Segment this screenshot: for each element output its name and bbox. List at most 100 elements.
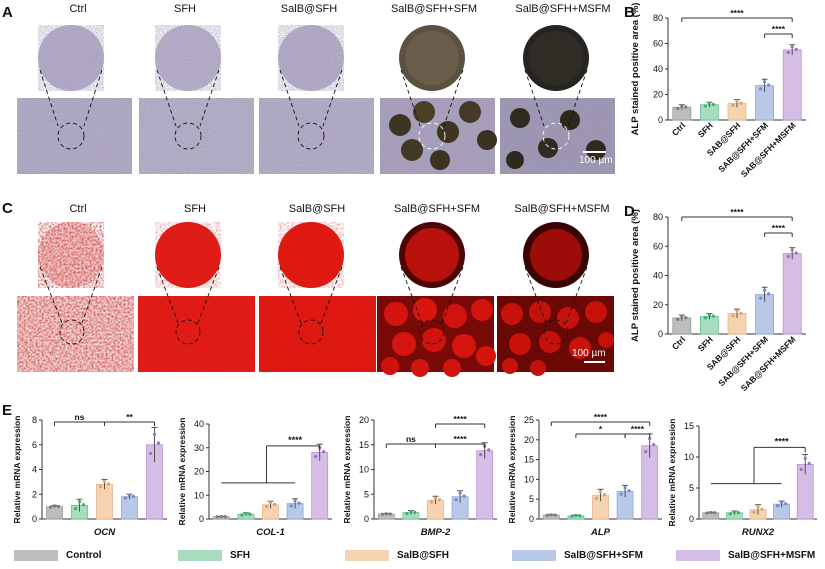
data-point [684,316,688,320]
data-point [549,513,553,517]
data-point [574,513,578,517]
alp-tile-sfh [139,98,254,174]
col-title-salb-sfm-a: SalB@SFH+SFM [390,3,478,15]
y-tick-label: 10 [359,465,369,475]
x-tick-label: SFH [696,120,715,139]
chart-bmp2: 0 5 10 15 20 Relative mRNA expression BMP-2 ***… [342,414,497,538]
data-point [767,292,771,296]
y-tick-label: 60 [653,39,663,49]
data-point [156,441,161,445]
data-point [384,512,388,516]
sig-label: **** [453,434,467,444]
data-point [707,101,711,105]
data-point [594,496,599,500]
col-title-sfh-a: SFH [174,3,196,15]
data-point [578,514,582,518]
data-point [223,515,227,519]
data-point [752,510,756,514]
data-point [272,502,277,506]
gene-label: COL-1 [256,527,285,538]
chart-ocn: 0 2 4 6 8 Relative mRNA expression OCN ns ** [12,412,167,538]
y-axis-label: ALP stained positive area (%) [630,209,641,342]
data-point [73,506,78,511]
y-axis-label: Relative mRNA expression [342,416,352,524]
data-point [790,248,794,252]
data-point [322,450,326,454]
legend-swatch-control [14,550,58,561]
data-point [405,511,409,516]
y-tick-label: 0 [529,514,534,524]
data-point [454,498,458,502]
x-tick-label: SAB@SFH+SFM [716,334,770,388]
data-point [735,99,739,103]
data-point [297,501,301,505]
data-point [148,451,153,456]
data-point [240,513,244,517]
data-point [680,314,684,318]
data-point [803,456,807,461]
data-point [648,437,652,441]
y-tick-label: 8 [32,415,37,425]
data-point [652,442,656,447]
y-tick-label: 15 [359,440,369,450]
data-point [264,504,269,509]
data-point [248,512,252,516]
data-point [598,490,603,494]
data-point [644,450,648,454]
data-point [123,496,128,500]
ars-tile-sfh [138,296,255,372]
data-point [131,494,136,499]
data-point [794,47,798,51]
data-point [627,489,631,493]
data-point [388,512,392,516]
col-title-sfh-c: SFH [184,203,206,215]
y-tick-label: 5 [529,494,534,504]
bar-control [46,506,63,520]
data-point [293,499,297,503]
legend-salb: SalB@SFH [345,550,449,561]
data-point [776,504,780,508]
y-tick-label: 5 [364,489,369,499]
y-axis-label: Relative mRNA expression [507,416,517,524]
y-tick-label: 5 [689,483,694,493]
sig-label: **** [730,8,744,18]
ars-tile-salb-sfm [377,296,496,377]
sig-label: ** [126,412,133,422]
sig-label: **** [775,436,790,446]
data-point [98,485,103,489]
y-tick-label: 15 [684,421,694,431]
sig-label: **** [631,424,645,434]
data-point [759,296,763,300]
data-point [437,498,442,502]
data-point [52,504,57,508]
data-point [619,492,623,496]
data-point [790,45,794,49]
x-tick-label: SFH [696,334,715,353]
legend-sfh: SFH [178,550,250,561]
legend-swatch-salb-msfm [676,550,720,561]
y-tick-label: 0 [689,514,694,524]
data-point [763,288,767,292]
chart-d: 0 20 40 60 80 ALP stained positive area (%) Ct… [630,207,806,393]
panel-label-c: C [2,200,13,217]
ars-tile-ctrl [17,296,134,372]
sig-label: ns [406,434,416,444]
y-tick-label: 80 [653,212,663,222]
y-tick-label: 0 [658,329,663,339]
alp-staining-images [17,25,615,174]
bar-salb-sfh-msfm [476,450,494,520]
data-point [739,101,743,105]
data-point [48,505,53,509]
data-point [763,80,767,84]
y-tick-label: 10 [194,490,204,500]
data-point [602,493,607,497]
data-point [413,510,417,514]
data-point [152,432,157,436]
gene-label: OCN [94,527,116,538]
data-point [735,309,739,313]
y-tick-label: 80 [653,13,663,23]
y-tick-label: 30 [194,443,204,453]
data-point [786,254,790,259]
data-point [784,502,788,506]
bar-salb-sfh-msfm [311,452,329,520]
